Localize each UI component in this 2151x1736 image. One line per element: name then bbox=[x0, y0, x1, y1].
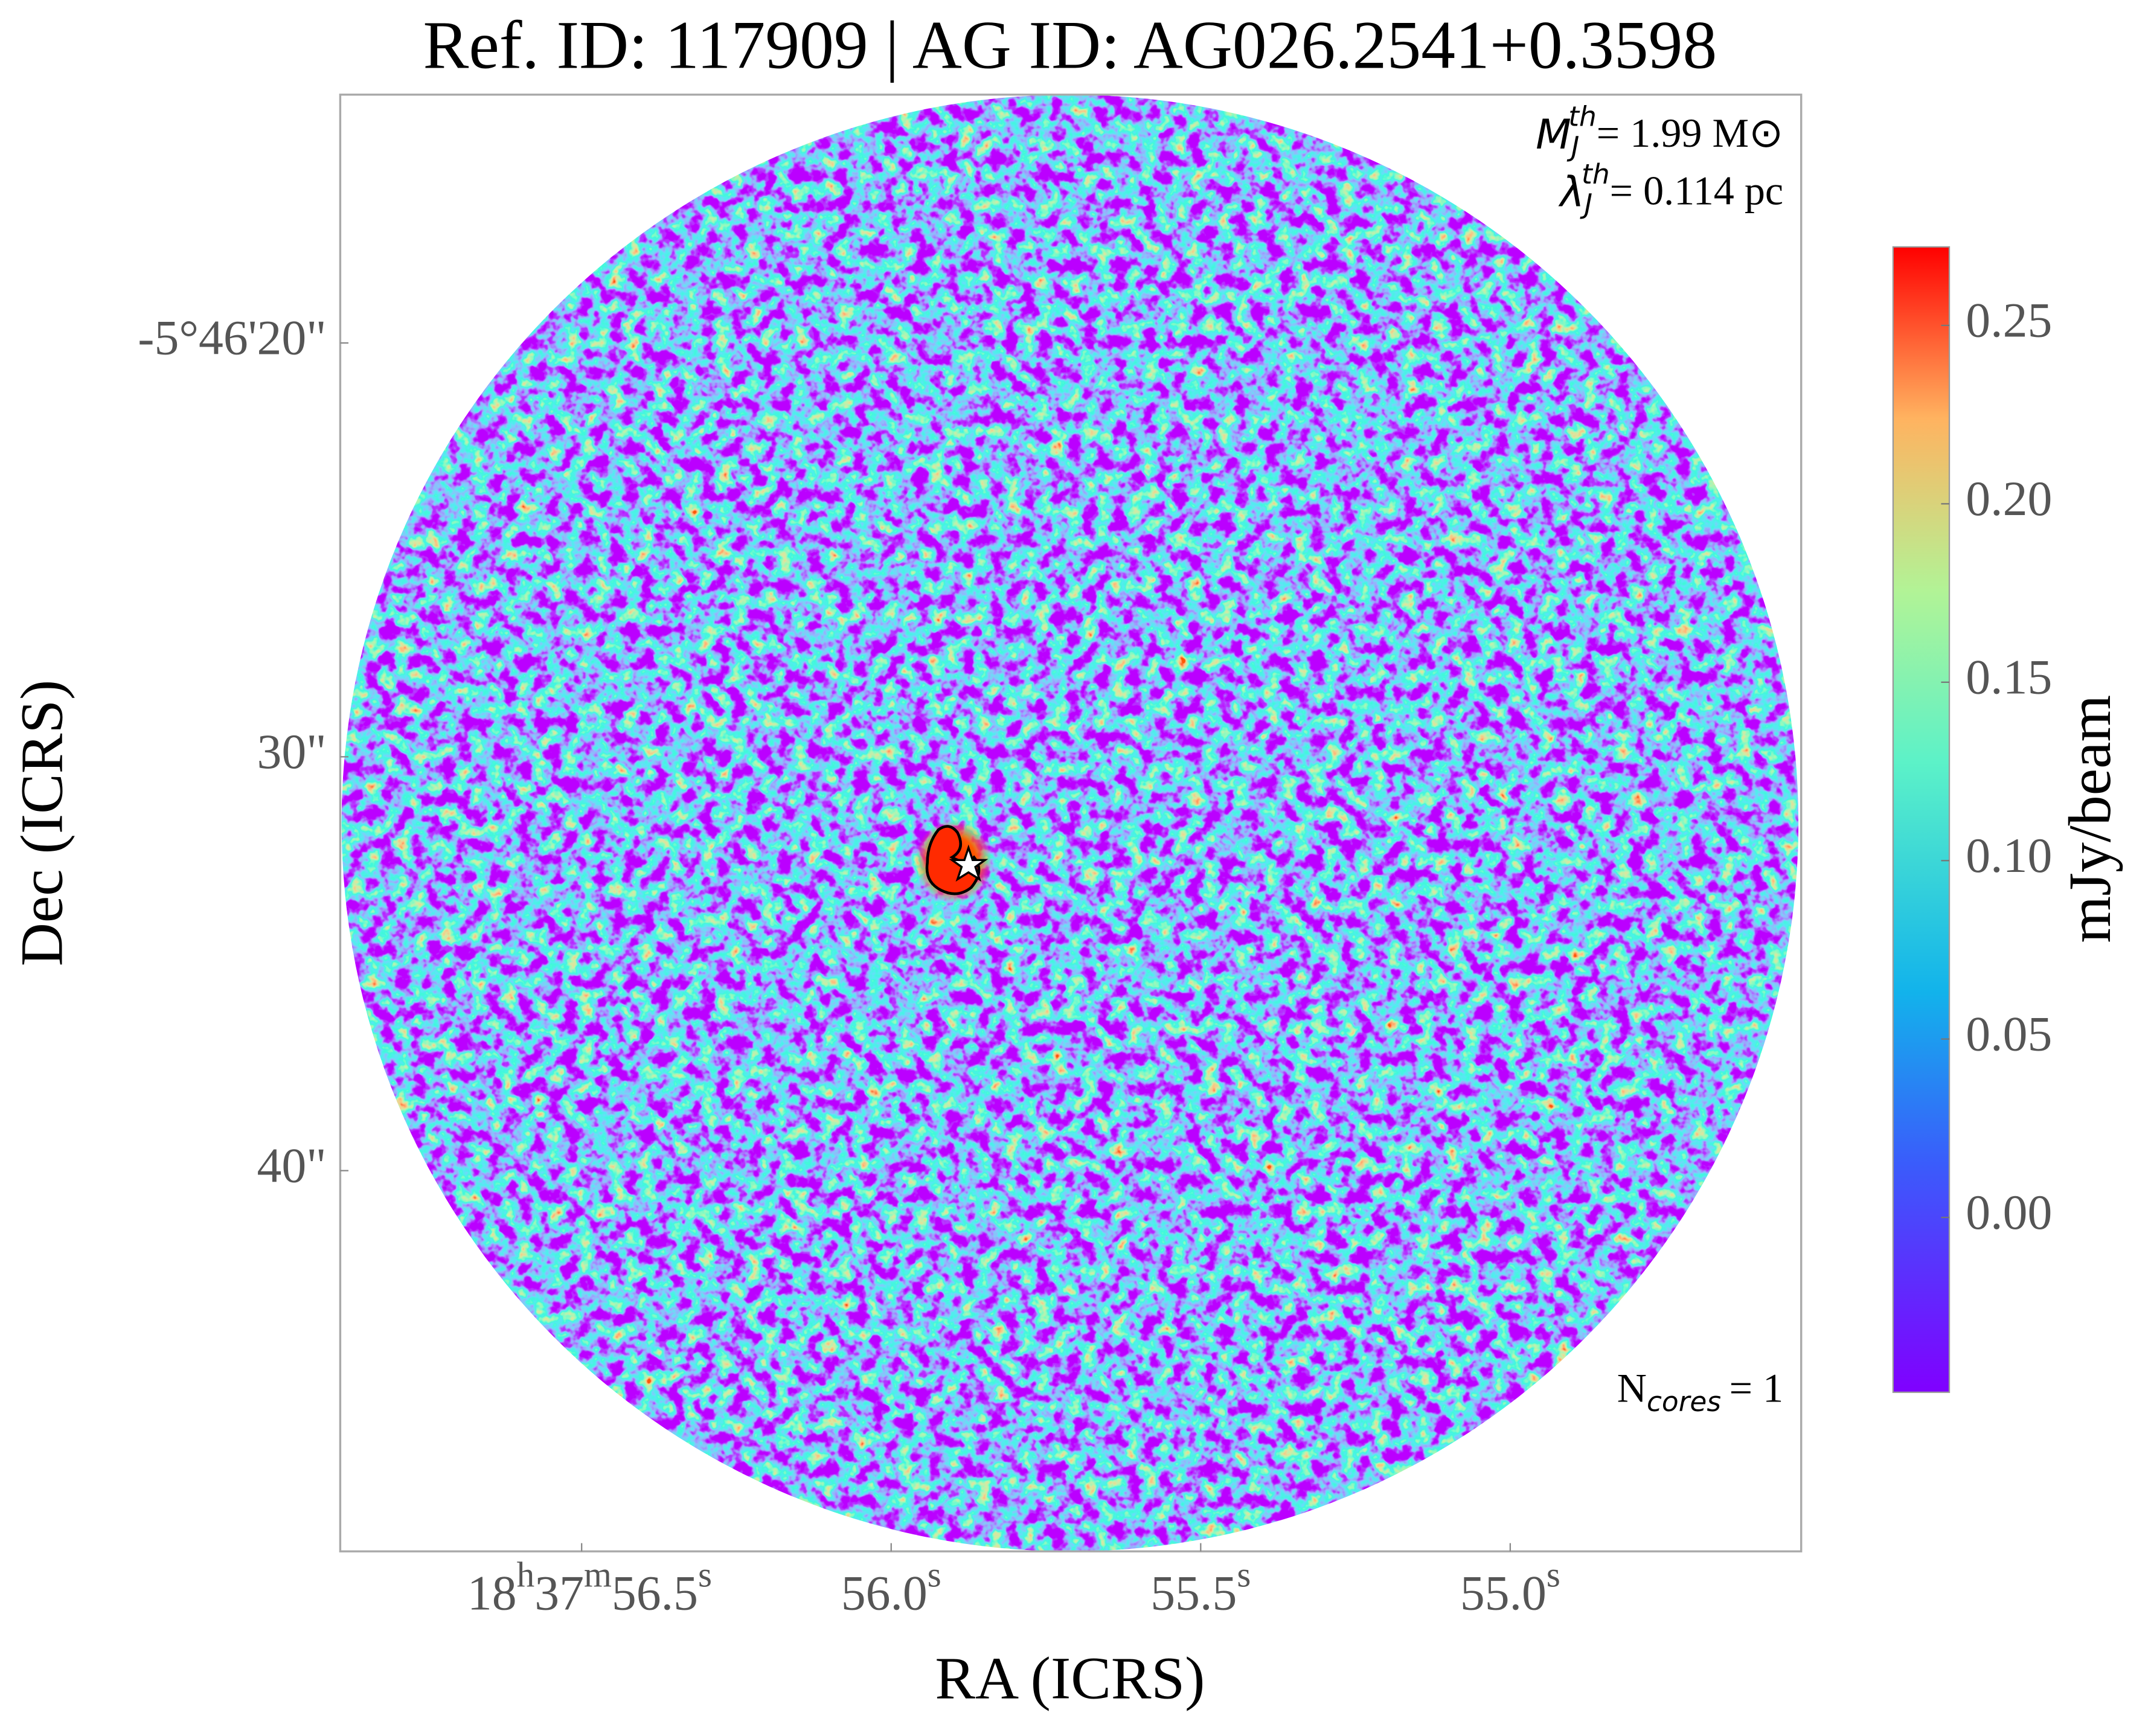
colorbar bbox=[1892, 246, 1951, 1393]
annotation: λJth= 0.114 pc bbox=[1558, 158, 1783, 220]
colorbar-tick-label: 0.10 bbox=[1966, 828, 2052, 883]
annotation-symbol: λ bbox=[1558, 168, 1584, 216]
annotation-text: = 1.99 M⊙ bbox=[1597, 110, 1783, 156]
annotation-text: = 0.114 pc bbox=[1610, 167, 1784, 213]
annotation-superscript: th bbox=[1568, 100, 1597, 132]
emission-map bbox=[341, 94, 1799, 1552]
annotation-text: = 1 bbox=[1729, 1365, 1784, 1411]
annotation-symbol: M bbox=[1536, 111, 1571, 159]
colorbar-tick-label: 0.25 bbox=[1966, 293, 2052, 348]
annotation-symbol: N bbox=[1617, 1365, 1647, 1411]
colorbar-tick-label: 0.05 bbox=[1966, 1006, 2052, 1061]
x-axis-label: RA (ICRS) bbox=[935, 1645, 1205, 1712]
colorbar-label: mJy/beam bbox=[2056, 695, 2123, 943]
frame bbox=[339, 94, 1803, 1552]
colorbar-tick-label: 0.20 bbox=[1966, 471, 2052, 526]
annotation-superscript: th bbox=[1582, 158, 1610, 190]
x-tick-label: 55.5s bbox=[1150, 1554, 1251, 1620]
colorbar-tick-label: 0.15 bbox=[1966, 650, 2052, 705]
y-tick-label: -5°46'20" bbox=[138, 310, 326, 365]
annotation: MJth= 1.99 M⊙ bbox=[1536, 100, 1783, 162]
colorbar-tick-label: 0.00 bbox=[1966, 1185, 2052, 1240]
y-tick-label: 30" bbox=[257, 724, 327, 779]
y-tick-label: 40" bbox=[257, 1138, 327, 1193]
chart-title: Ref. ID: 117909 | AG ID: AG026.2541+0.35… bbox=[423, 7, 1717, 83]
annotations: MJth= 1.99 M⊙λJth= 0.114 pc Ncores = 1 bbox=[1536, 100, 1783, 1418]
x-tick-label: 55.0s bbox=[1460, 1554, 1560, 1620]
y-axis-label: Dec (ICRS) bbox=[8, 680, 75, 967]
annotation: Ncores = 1 bbox=[1617, 1365, 1783, 1417]
x-tick-label: 56.0s bbox=[841, 1554, 941, 1620]
annotation-subscript: cores bbox=[1647, 1385, 1721, 1417]
x-tick-label: 18h37m56.5s bbox=[467, 1554, 712, 1620]
map bbox=[341, 94, 1799, 1552]
core-marker bbox=[949, 844, 989, 882]
